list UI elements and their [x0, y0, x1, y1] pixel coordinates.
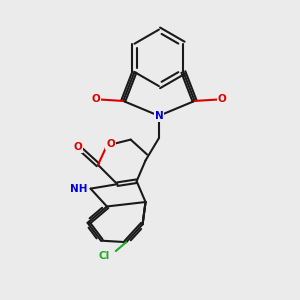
Text: NH: NH	[70, 184, 88, 194]
Text: O: O	[74, 142, 82, 152]
Text: O: O	[106, 139, 115, 149]
Text: O: O	[92, 94, 100, 104]
Text: O: O	[218, 94, 226, 104]
Text: N: N	[154, 111, 163, 121]
Text: Cl: Cl	[99, 250, 110, 260]
